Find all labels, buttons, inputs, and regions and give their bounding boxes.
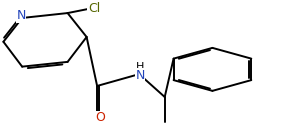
Text: H: H: [136, 62, 144, 72]
Text: N: N: [135, 69, 145, 82]
Text: N: N: [16, 10, 26, 22]
Text: Cl: Cl: [88, 2, 100, 15]
Text: O: O: [95, 111, 105, 124]
